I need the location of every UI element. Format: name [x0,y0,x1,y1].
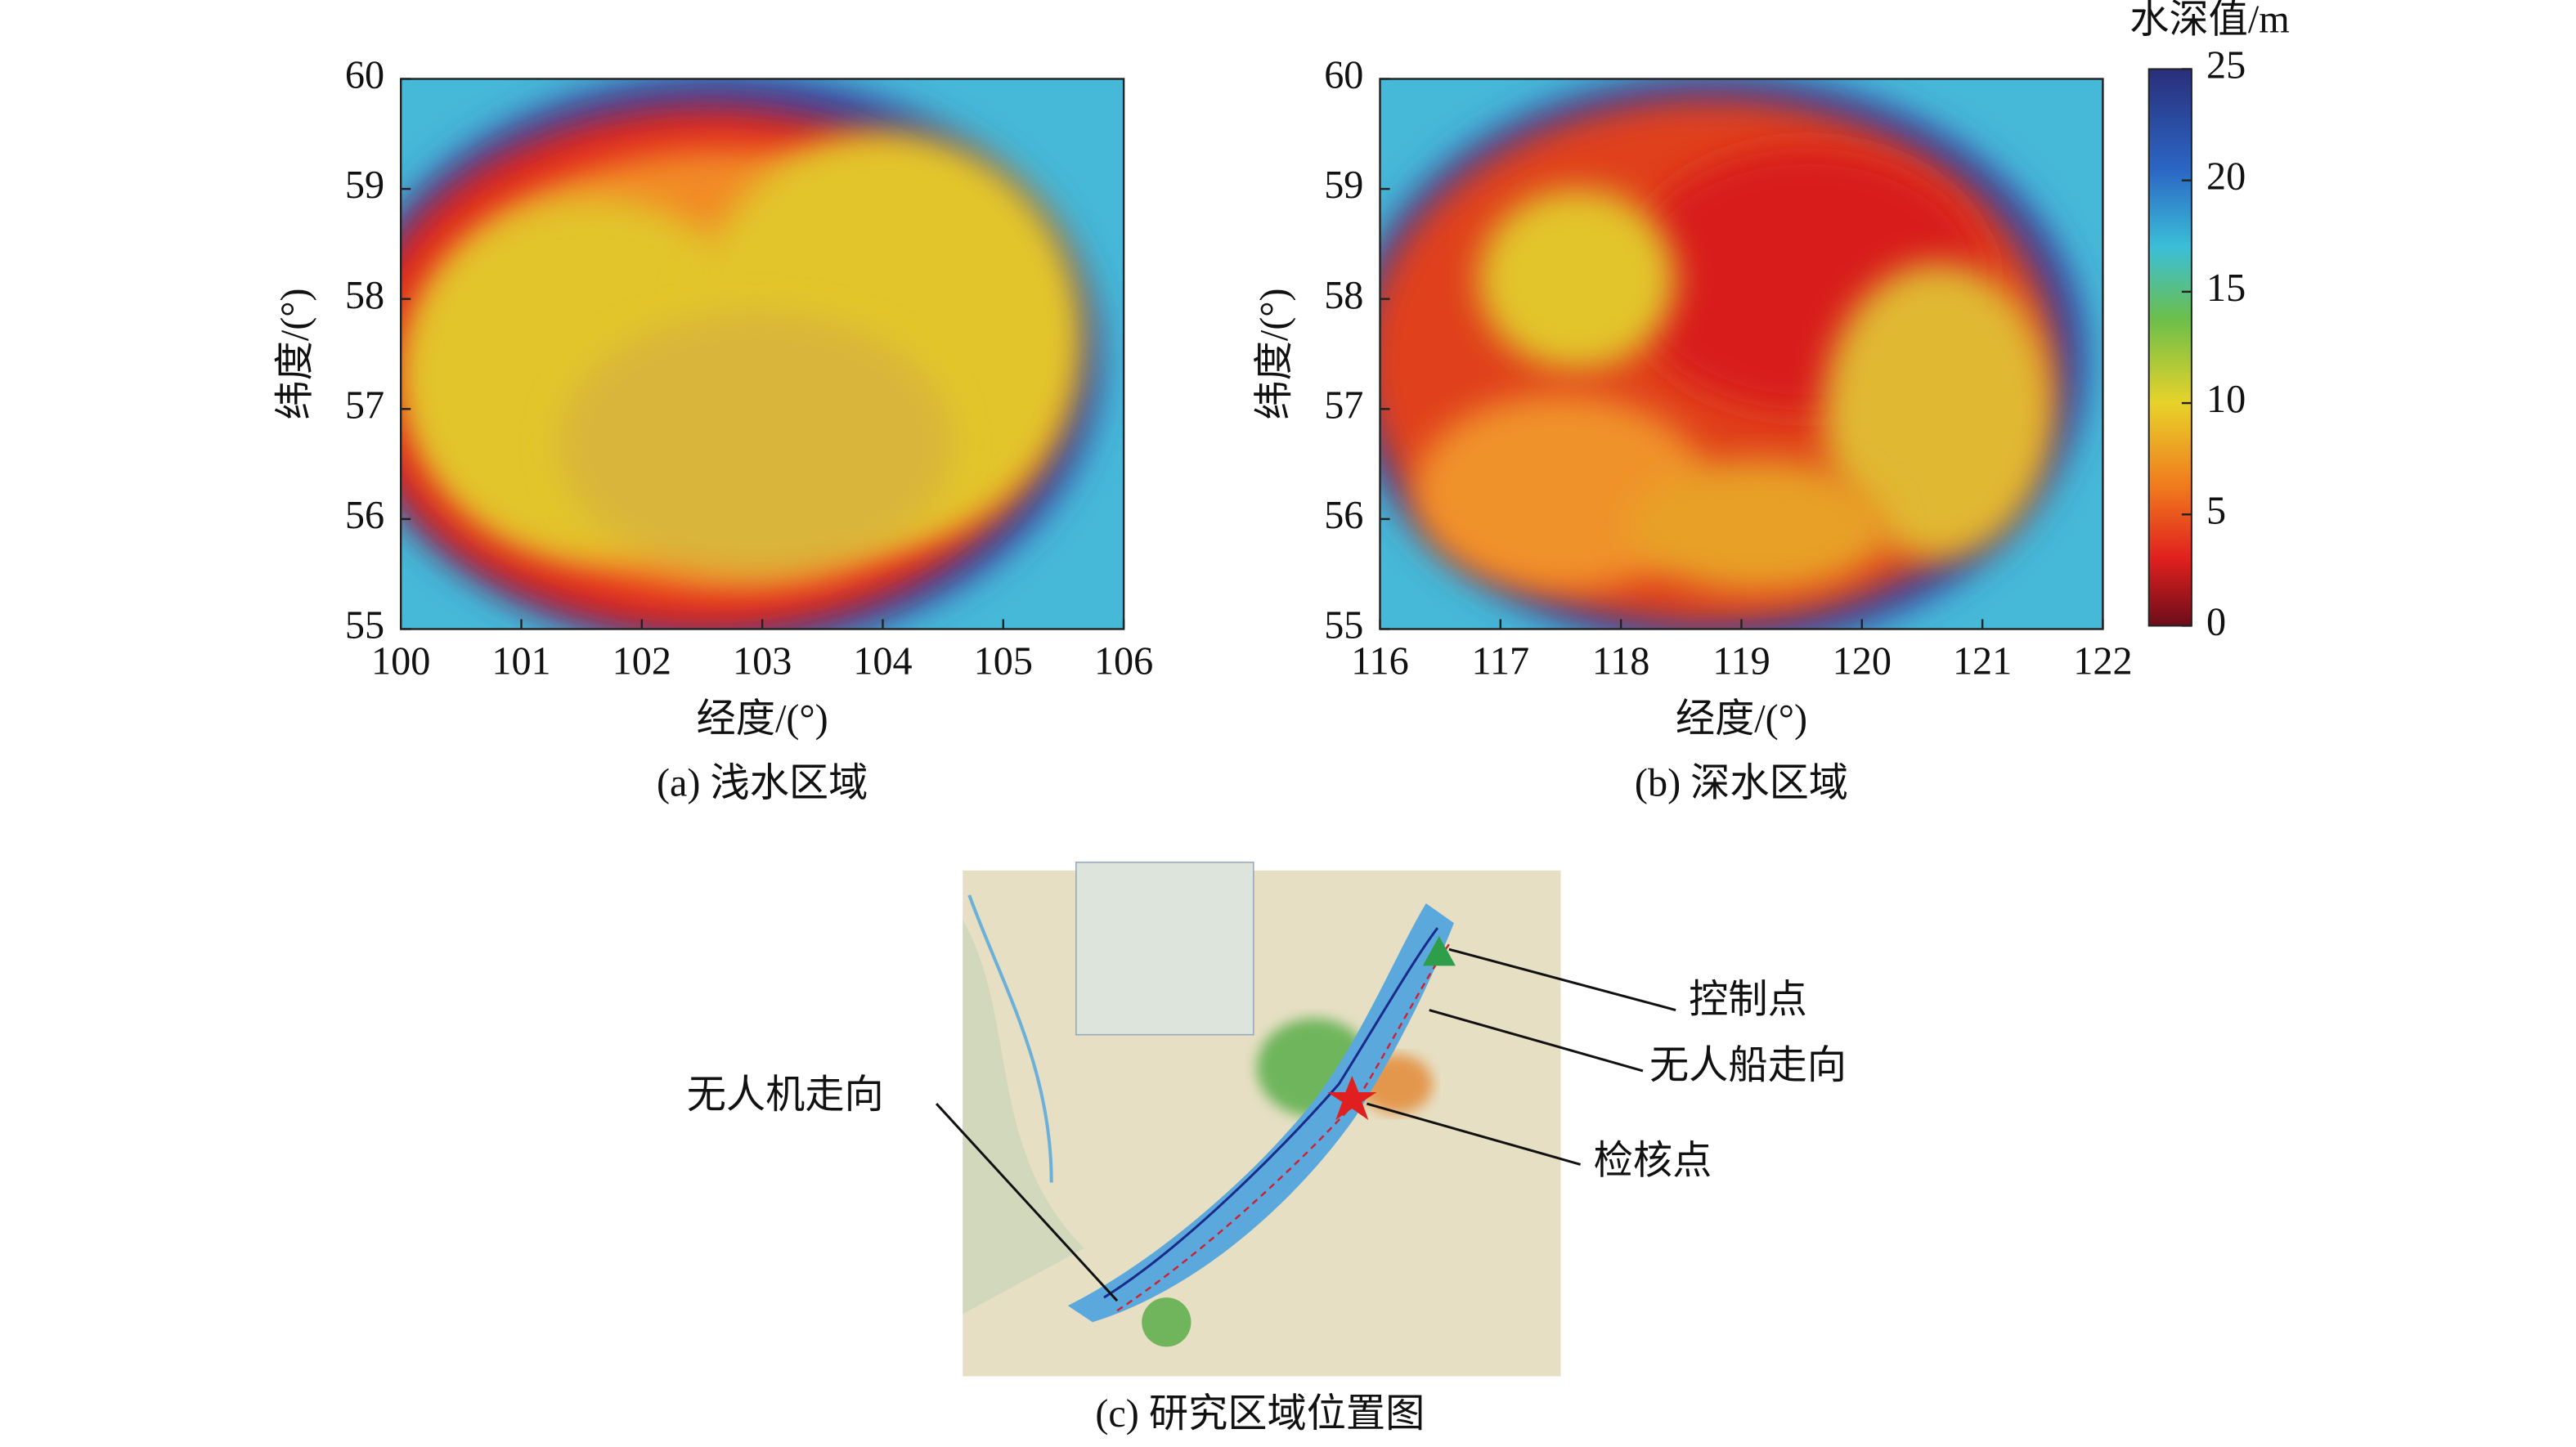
x-tick-label: 100 [371,640,430,683]
map-label: 无人船走向 [1649,1044,1847,1087]
heatmap-image [401,78,1124,629]
y-tick-label: 60 [345,54,384,97]
y-tick-label: 58 [1324,274,1363,317]
y-axis-label: 纬度/(°) [1253,288,1296,419]
colorbar-tick-label: 25 [2206,44,2246,87]
x-tick-label: 117 [1472,640,1530,683]
x-tick-label: 118 [1592,640,1650,683]
y-tick-label: 57 [1324,383,1363,427]
x-axis-label: 经度/(°) [697,697,828,741]
x-tick-label: 105 [974,640,1033,683]
colorbar-tick-label: 20 [2206,155,2246,199]
colorbar-tick-label: 10 [2206,378,2246,421]
heatmap-image [1380,78,2103,629]
y-tick-label: 59 [1324,164,1363,207]
x-tick-label: 106 [1094,640,1153,683]
x-tick-label: 116 [1351,640,1409,683]
x-tick-label: 120 [1833,640,1892,683]
colorbar-title: 水深值/m [2129,0,2290,41]
map-label: 无人机走向 [687,1073,884,1117]
x-tick-label: 119 [1712,640,1770,683]
colorbar-tick-label: 0 [2206,601,2226,644]
x-tick-label: 122 [2073,640,2132,683]
x-tick-label: 121 [1953,640,2012,683]
y-tick-label: 58 [345,274,384,317]
colorbar-tick-label: 5 [2206,489,2226,532]
x-axis-label: 经度/(°) [1676,697,1807,741]
y-axis-label: 纬度/(°) [274,288,317,419]
y-tick-label: 55 [345,604,384,647]
x-tick-label: 103 [733,640,792,683]
caption: (a) 浅水区域 [657,761,868,804]
y-tick-label: 60 [1324,54,1363,97]
map-image [935,861,1676,1377]
y-tick-label: 56 [1324,494,1363,537]
map-label: 检核点 [1594,1139,1712,1182]
x-tick-label: 101 [491,640,550,683]
y-tick-label: 56 [345,494,384,537]
caption: (c) 研究区域位置图 [1095,1392,1425,1436]
x-tick-label: 104 [853,640,912,683]
y-tick-label: 59 [345,164,384,207]
map-label: 控制点 [1689,979,1807,1022]
colorbar-tick-label: 15 [2206,267,2246,310]
x-tick-label: 102 [613,640,671,683]
y-tick-label: 57 [345,383,384,427]
colorbar [2147,68,2192,627]
caption: (b) 深水区域 [1635,761,1848,804]
y-tick-label: 55 [1324,604,1363,647]
